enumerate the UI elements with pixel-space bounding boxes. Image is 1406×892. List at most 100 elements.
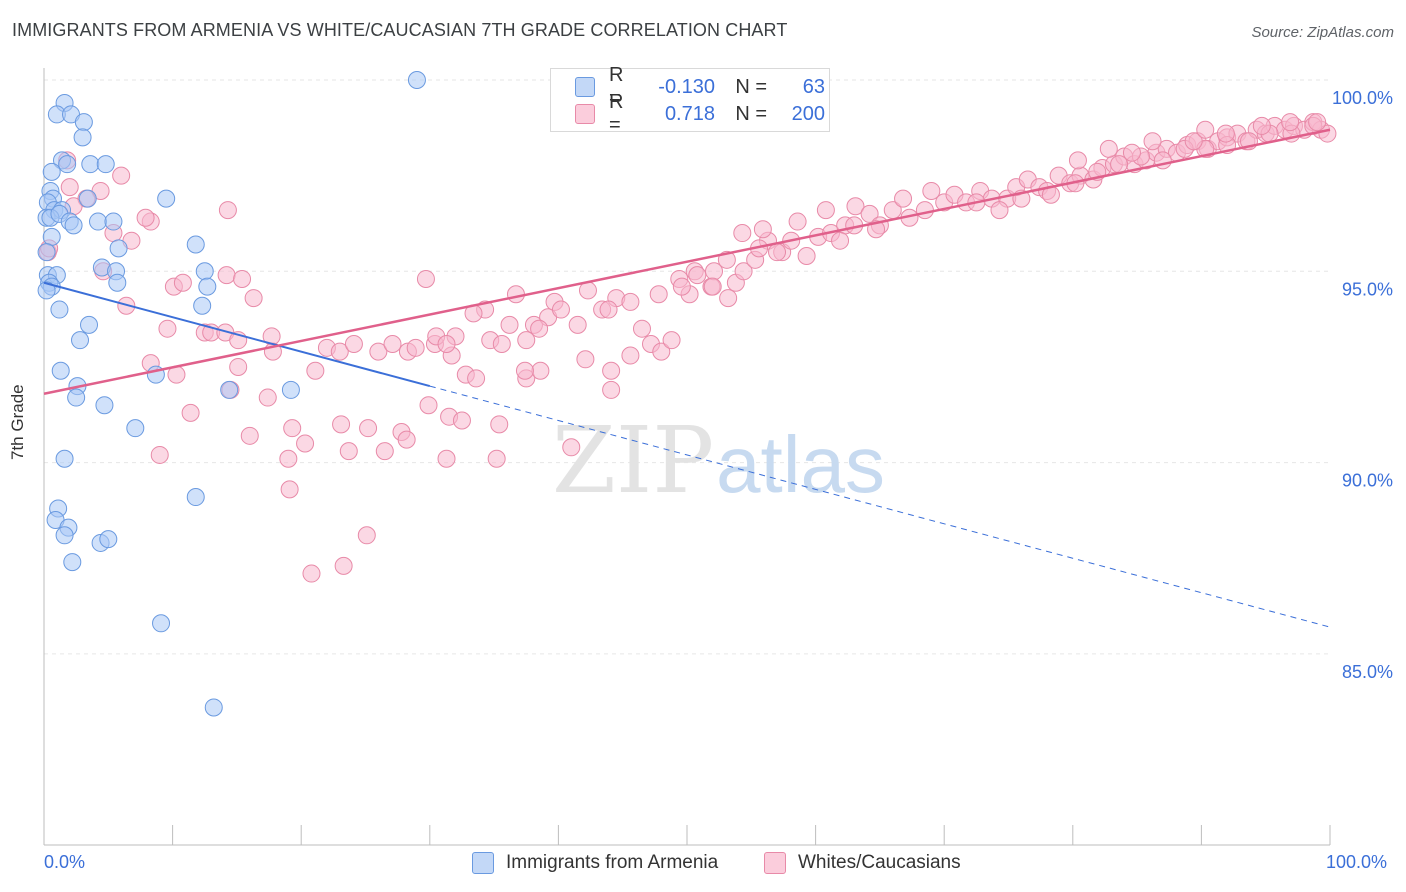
legend-r-label: R = [609,64,624,109]
data-point [788,212,807,231]
data-point [296,434,315,453]
x-tick-max: 100.0% [1326,852,1388,872]
data-point [797,246,816,265]
data-point [181,403,200,422]
data-point [157,189,176,208]
watermark-zip: ZIP [552,407,714,514]
legend-n-label: N = [735,102,767,125]
legend-swatch-whites [575,104,595,124]
data-point [1184,132,1203,151]
data-point [768,243,787,262]
data-point [302,564,321,583]
data-point [78,189,97,208]
legend-row-whites: R = 0.718 N = 200 [575,91,825,136]
source-label: Source: ZipAtlas.com [1251,24,1394,41]
legend-n-value: 200 [791,102,825,125]
data-point [1122,143,1141,162]
data-point [73,128,92,147]
data-point [280,480,299,499]
data-point [258,388,277,407]
legend-r-value: -0.130 [658,75,715,98]
data-point [58,155,77,174]
data-point [531,361,550,380]
data-point [42,162,61,181]
data-point [283,419,302,438]
y-axis-title: 7th Grade [8,384,27,460]
data-point [621,346,640,365]
data-point [530,319,549,338]
series-whites-caucasians [38,113,1337,583]
data-point [37,281,56,300]
data-point [576,350,595,369]
data-point [894,189,913,208]
data-point [831,231,850,250]
data-point [734,262,753,281]
data-point [406,338,425,357]
chart-title: IMMIGRANTS FROM ARMENIA VS WHITE/CAUCASI… [12,20,788,40]
series-immigrants-from-armenia [37,71,426,717]
data-point [672,277,691,296]
legend-r-label: R = [609,91,624,136]
correlation-legend: R = -0.130 N = 63 R = 0.718 N = 200 [550,64,830,136]
trend-lines [43,128,1331,628]
data-point [492,334,511,353]
data-point [621,292,640,311]
data-point [719,289,738,308]
bottom-legend-label-whites: Whites/Caucasians [798,852,961,873]
bottom-legend-label-armenia: Immigrants from Armenia [506,852,719,873]
x-tick-min: 0.0% [44,852,86,872]
bottom-legend-swatch-whites [764,852,786,874]
data-point [195,262,214,281]
data-point [733,224,752,243]
data-point [1099,139,1118,158]
tick-labels: 100.0% 95.0% 90.0% 85.0% [1332,88,1393,682]
data-point [279,449,298,468]
data-point [437,449,456,468]
data-point [515,361,534,380]
data-point [816,201,835,220]
data-point [375,442,394,461]
data-point [551,300,570,319]
data-point [599,300,618,319]
data-point [63,553,82,572]
data-point [244,289,263,308]
data-point [306,361,325,380]
data-point [922,181,941,200]
data-point [1143,132,1162,151]
data-point [602,361,621,380]
data-point [51,361,70,380]
data-point [506,285,525,304]
data-point [500,315,519,334]
data-point [42,227,61,246]
data-point [487,449,506,468]
legend-row-armenia: R = -0.130 N = 63 [575,64,825,109]
data-point [229,357,248,376]
data-point [662,331,681,350]
data-point [1068,151,1087,170]
data-point [158,319,177,338]
data-point [846,197,865,216]
trend-line-armenia-extension [429,385,1331,628]
y-tick-label: 90.0% [1342,471,1393,491]
bottom-legend-swatch-armenia [472,852,494,874]
data-point [80,315,99,334]
data-point [332,415,351,434]
data-point [95,396,114,415]
data-point [64,216,83,235]
data-point [71,331,90,350]
data-point [330,342,349,361]
data-point [217,266,236,285]
bottom-legend-item-armenia[interactable]: Immigrants from Armenia [472,852,718,874]
data-point [753,220,772,239]
trend-line-armenia [43,281,431,388]
data-point [437,334,456,353]
legend-n-label: N = [735,75,767,98]
data-point [990,201,1009,220]
data-point [359,419,378,438]
data-point [334,556,353,575]
data-point [55,526,74,545]
trend-line-whites [43,128,1331,395]
bottom-legend-item-whites[interactable]: Whites/Caucasians [764,852,961,874]
data-point [1281,113,1300,132]
data-point [108,273,127,292]
